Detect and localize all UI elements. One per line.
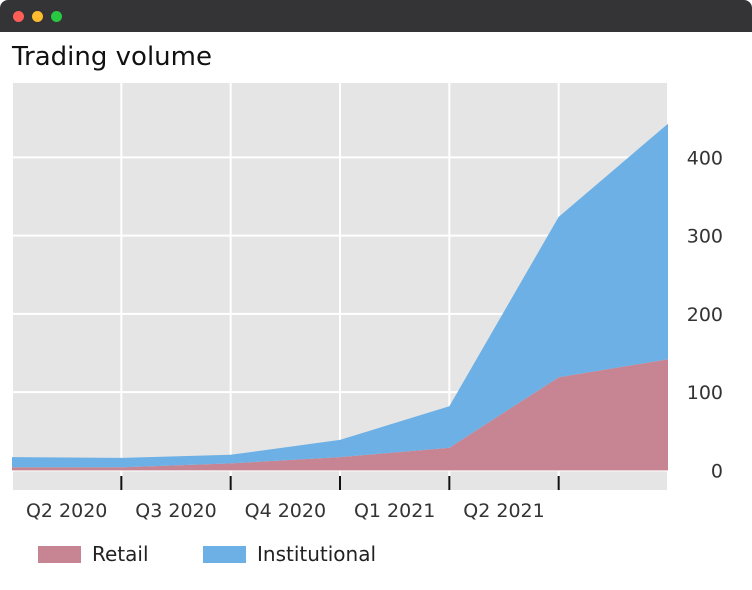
legend-swatch-institutional — [203, 546, 246, 563]
y-tick-label: 400 — [687, 147, 723, 169]
legend-swatch-retail — [38, 546, 81, 563]
x-tick-label: Q2 2021 — [463, 500, 544, 522]
legend-label-institutional: Institutional — [257, 542, 376, 566]
series-area-retail — [12, 359, 668, 471]
x-tick-label: Q2 2020 — [26, 500, 107, 522]
x-tick-label: Q1 2021 — [354, 500, 435, 522]
chart-title: Trading volume — [12, 42, 212, 72]
legend-label-retail: Retail — [92, 542, 149, 566]
series-area-institutional — [12, 123, 668, 468]
x-tick-label: Q3 2020 — [135, 500, 216, 522]
minimize-button[interactable] — [32, 11, 43, 22]
title-bar — [0, 0, 752, 32]
close-button[interactable] — [13, 11, 24, 22]
y-tick-label: 300 — [687, 226, 723, 248]
y-tick-label: 100 — [687, 382, 723, 404]
x-tick-label: Q4 2020 — [245, 500, 326, 522]
maximize-button[interactable] — [51, 11, 62, 22]
y-tick-label: 0 — [711, 460, 723, 482]
y-tick-label: 200 — [687, 304, 723, 326]
